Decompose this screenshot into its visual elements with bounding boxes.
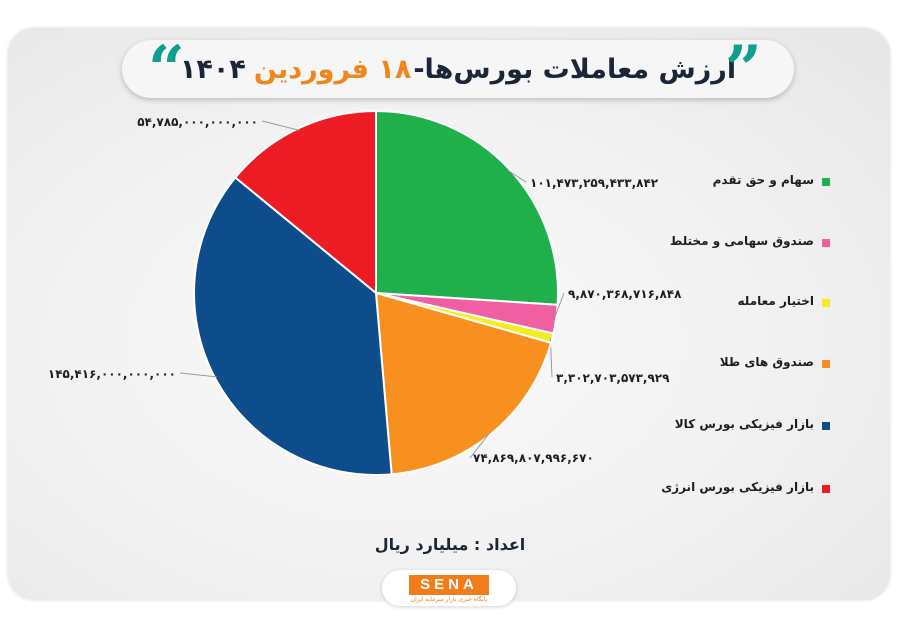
legend-swatch: [822, 422, 830, 430]
legend-item: صندوق های طلا: [695, 355, 830, 375]
legend-swatch: [822, 485, 830, 493]
leader-line: [261, 120, 300, 131]
legend-swatch: [822, 299, 830, 307]
legend-item: بازار فیزیکی بورس کالا: [675, 417, 830, 437]
legend-label: سهام و حق تقدم: [712, 173, 814, 187]
data-label: ۷۴,۸۶۹,۸۰۷,۹۹۶,۶۷۰: [473, 451, 594, 465]
legend-label: بازار فیزیکی بورس کالا: [674, 417, 814, 431]
quote-open-icon: “: [148, 32, 185, 107]
quote-close-icon: ”: [725, 32, 762, 107]
logo-subtitle: پایگاه خبری بازار سرمایه ایران: [410, 596, 488, 603]
data-label: ۱۴۵,۴۱۶,۰۰۰,۰۰۰,۰۰۰: [48, 367, 176, 381]
legend-swatch: [822, 178, 830, 186]
legend-item: بازار فیزیکی بورس انرژی: [661, 480, 830, 500]
sena-logo: SENA پایگاه خبری بازار سرمایه ایران: [382, 570, 516, 606]
chart-year: ۱۴۰۴: [179, 53, 246, 85]
legend-swatch: [822, 360, 830, 368]
logo-text: SENA: [409, 575, 489, 595]
pie-slice: [374, 291, 553, 476]
legend-swatch: [822, 239, 830, 247]
data-label: ۱۰۱,۴۷۳,۲۵۹,۴۳۳,۸۴۲: [530, 176, 659, 190]
pie-slice: [193, 176, 393, 476]
legend-label: صندوق سهامی و مختلط: [669, 234, 814, 248]
leader-line: [507, 169, 527, 183]
leader-line: [469, 431, 491, 459]
pie-slice: [375, 109, 559, 306]
chart-date: ۱۸ فروردین: [253, 53, 412, 85]
chart-card: ارزش معاملات بورس‌ها- ۱۸ فروردین ۱۴۰۴ “ …: [8, 28, 890, 600]
legend-item: اختیار معامله: [695, 294, 830, 314]
title-bar: ارزش معاملات بورس‌ها- ۱۸ فروردین ۱۴۰۴: [122, 40, 794, 98]
leader-line: [179, 372, 217, 378]
leader-line: [553, 292, 565, 320]
data-label: ۹,۸۷۰,۳۶۸,۷۱۶,۸۴۸: [568, 287, 682, 301]
data-label: ۳,۳۰۲,۷۰۳,۵۷۳,۹۲۹: [556, 371, 670, 385]
pie-slice: [233, 109, 377, 296]
unit-label: اعداد : میلیارد ریال: [374, 535, 526, 554]
legend-label: اختیار معامله: [737, 294, 814, 308]
data-label: ۵۴,۷۸۵,۰۰۰,۰۰۰,۰۰۰: [137, 115, 258, 129]
legend-label: صندوق های طلا: [719, 355, 814, 369]
chart-title: ارزش معاملات بورس‌ها-: [413, 53, 737, 85]
legend-item: صندوق سهامی و مختلط: [670, 234, 830, 254]
legend-item: سهام و حق تقدم: [695, 173, 830, 193]
legend-label: بازار فیزیکی بورس انرژی: [661, 480, 814, 494]
